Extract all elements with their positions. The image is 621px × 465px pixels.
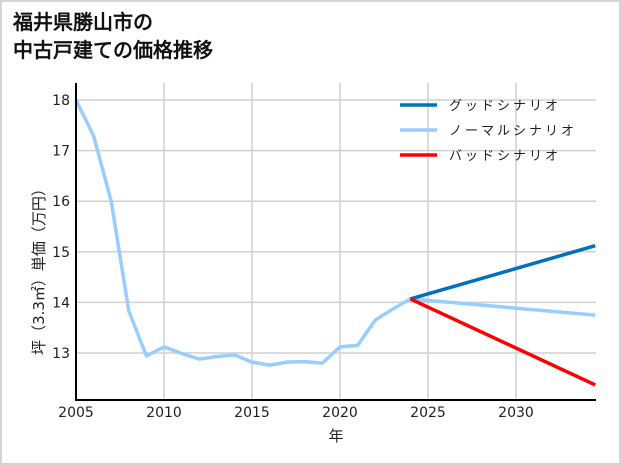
chart-title-line2: 中古戸建ての価格推移 (13, 38, 213, 62)
legend-item: ノーマルシナリオ (400, 124, 577, 139)
legend-label: グッドシナリオ (449, 99, 561, 114)
y-tick-label: 18 (52, 93, 70, 109)
y-tick-label: 13 (52, 346, 70, 362)
legend-label: バッドシナリオ (449, 149, 561, 164)
y-tick-label: 17 (52, 144, 70, 160)
chart-title: 福井県勝山市の 中古戸建ての価格推移 (13, 8, 213, 64)
series-line (74, 99, 596, 367)
data-series (74, 99, 596, 387)
axes (75, 83, 596, 401)
series-line (409, 297, 596, 387)
legend-label: ノーマルシナリオ (449, 124, 577, 139)
x-tick-label: 2005 (58, 405, 94, 421)
x-tick-label: 2010 (146, 405, 182, 421)
x-tick-label: 2015 (234, 405, 270, 421)
legend-item: バッドシナリオ (400, 149, 561, 164)
x-axis-title: 年 (328, 427, 343, 445)
y-axis-title: 坪（3.3㎡）単価（万円） (30, 181, 48, 355)
legend-item: グッドシナリオ (400, 99, 561, 114)
y-tick-label: 14 (52, 295, 70, 311)
tick-labels: 2005 2010 2015 2020 2025 2030 18 17 16 15 14 13 (52, 93, 534, 421)
y-tick-label: 16 (52, 194, 70, 210)
x-tick-label: 2025 (410, 405, 446, 421)
chart-title-line1: 福井県勝山市の (13, 10, 153, 34)
y-tick-label: 15 (52, 245, 70, 261)
x-tick-label: 2020 (322, 405, 358, 421)
x-tick-label: 2030 (498, 405, 534, 421)
series-line (409, 244, 596, 301)
